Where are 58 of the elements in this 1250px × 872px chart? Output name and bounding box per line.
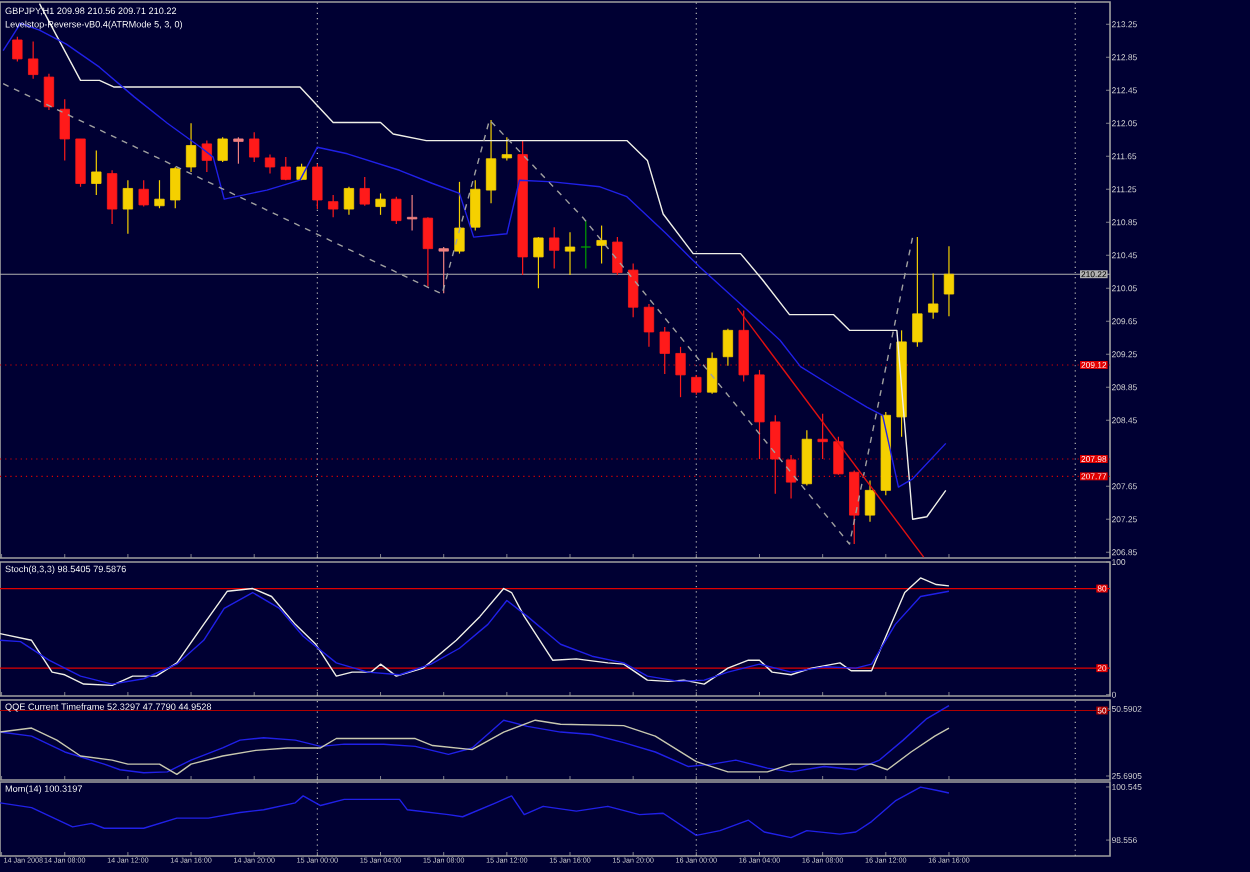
candlestick	[928, 272, 939, 320]
candlestick	[106, 169, 118, 225]
candlestick	[91, 149, 102, 196]
candlestick	[912, 236, 923, 348]
candlestick	[643, 303, 655, 348]
candlestick	[75, 138, 86, 188]
candlestick	[722, 328, 734, 367]
candlestick	[328, 194, 339, 218]
candlestick	[312, 163, 323, 210]
line-series	[0, 704, 950, 774]
candlestick	[738, 309, 749, 383]
candlestick	[691, 374, 702, 396]
candlestick	[833, 436, 844, 476]
candlestick	[596, 224, 607, 265]
candlestick	[438, 246, 449, 294]
candlestick	[154, 179, 165, 209]
candlestick	[659, 326, 670, 375]
candlestick	[28, 41, 39, 80]
candlestick	[501, 136, 512, 161]
candlestick	[201, 139, 212, 173]
candlestick	[817, 413, 828, 460]
candlestick	[533, 236, 544, 289]
candlestick	[375, 192, 386, 216]
candlestick	[801, 429, 812, 487]
candlestick	[770, 414, 781, 495]
candlestick	[628, 262, 639, 318]
candlestick	[422, 216, 434, 288]
candlestick	[391, 196, 402, 225]
candlestick	[343, 186, 355, 216]
candlestick	[138, 179, 149, 208]
candlestick	[217, 136, 228, 163]
candlestick	[264, 154, 276, 175]
candlestick	[406, 194, 418, 232]
candlestick	[485, 119, 497, 204]
candlestick	[580, 220, 591, 270]
candlestick	[12, 36, 23, 62]
candlestick	[864, 479, 876, 523]
line-series	[0, 719, 950, 776]
candlestick	[706, 352, 718, 395]
candlestick	[785, 454, 797, 500]
candlestick	[122, 179, 134, 235]
candlestick	[170, 166, 181, 209]
candlestick	[43, 73, 55, 111]
candlestick	[675, 346, 686, 398]
candlestick	[249, 131, 260, 163]
candlestick	[849, 469, 860, 545]
candlestick	[233, 136, 244, 165]
candlestick	[454, 181, 465, 255]
candlestick	[359, 176, 370, 207]
candlestick	[470, 179, 481, 232]
candlestick	[564, 231, 576, 276]
line-series	[0, 786, 950, 839]
candlestick	[185, 122, 197, 173]
candlestick	[943, 245, 955, 317]
candlestick	[549, 226, 560, 270]
candlestick	[612, 236, 623, 276]
candlestick	[754, 369, 765, 460]
candlestick	[59, 98, 70, 161]
